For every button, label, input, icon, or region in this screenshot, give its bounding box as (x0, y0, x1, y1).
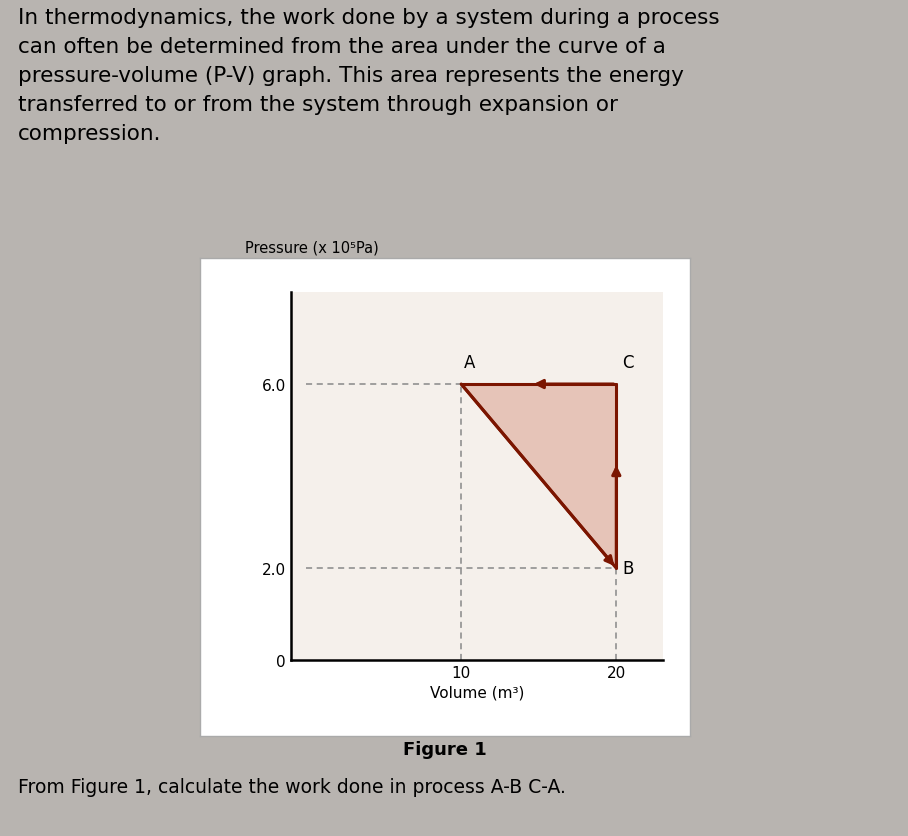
Text: Pressure (x 10⁵Pa): Pressure (x 10⁵Pa) (245, 240, 379, 255)
Text: In thermodynamics, the work done by a system during a process
can often be deter: In thermodynamics, the work done by a sy… (18, 8, 720, 144)
Polygon shape (461, 385, 617, 568)
X-axis label: Volume (m³): Volume (m³) (429, 685, 524, 700)
Text: From Figure 1, calculate the work done in process A-B C-A.: From Figure 1, calculate the work done i… (18, 777, 566, 796)
Text: Figure 1: Figure 1 (403, 740, 487, 758)
Text: B: B (623, 559, 634, 578)
Text: C: C (623, 354, 634, 372)
Text: A: A (464, 354, 476, 372)
